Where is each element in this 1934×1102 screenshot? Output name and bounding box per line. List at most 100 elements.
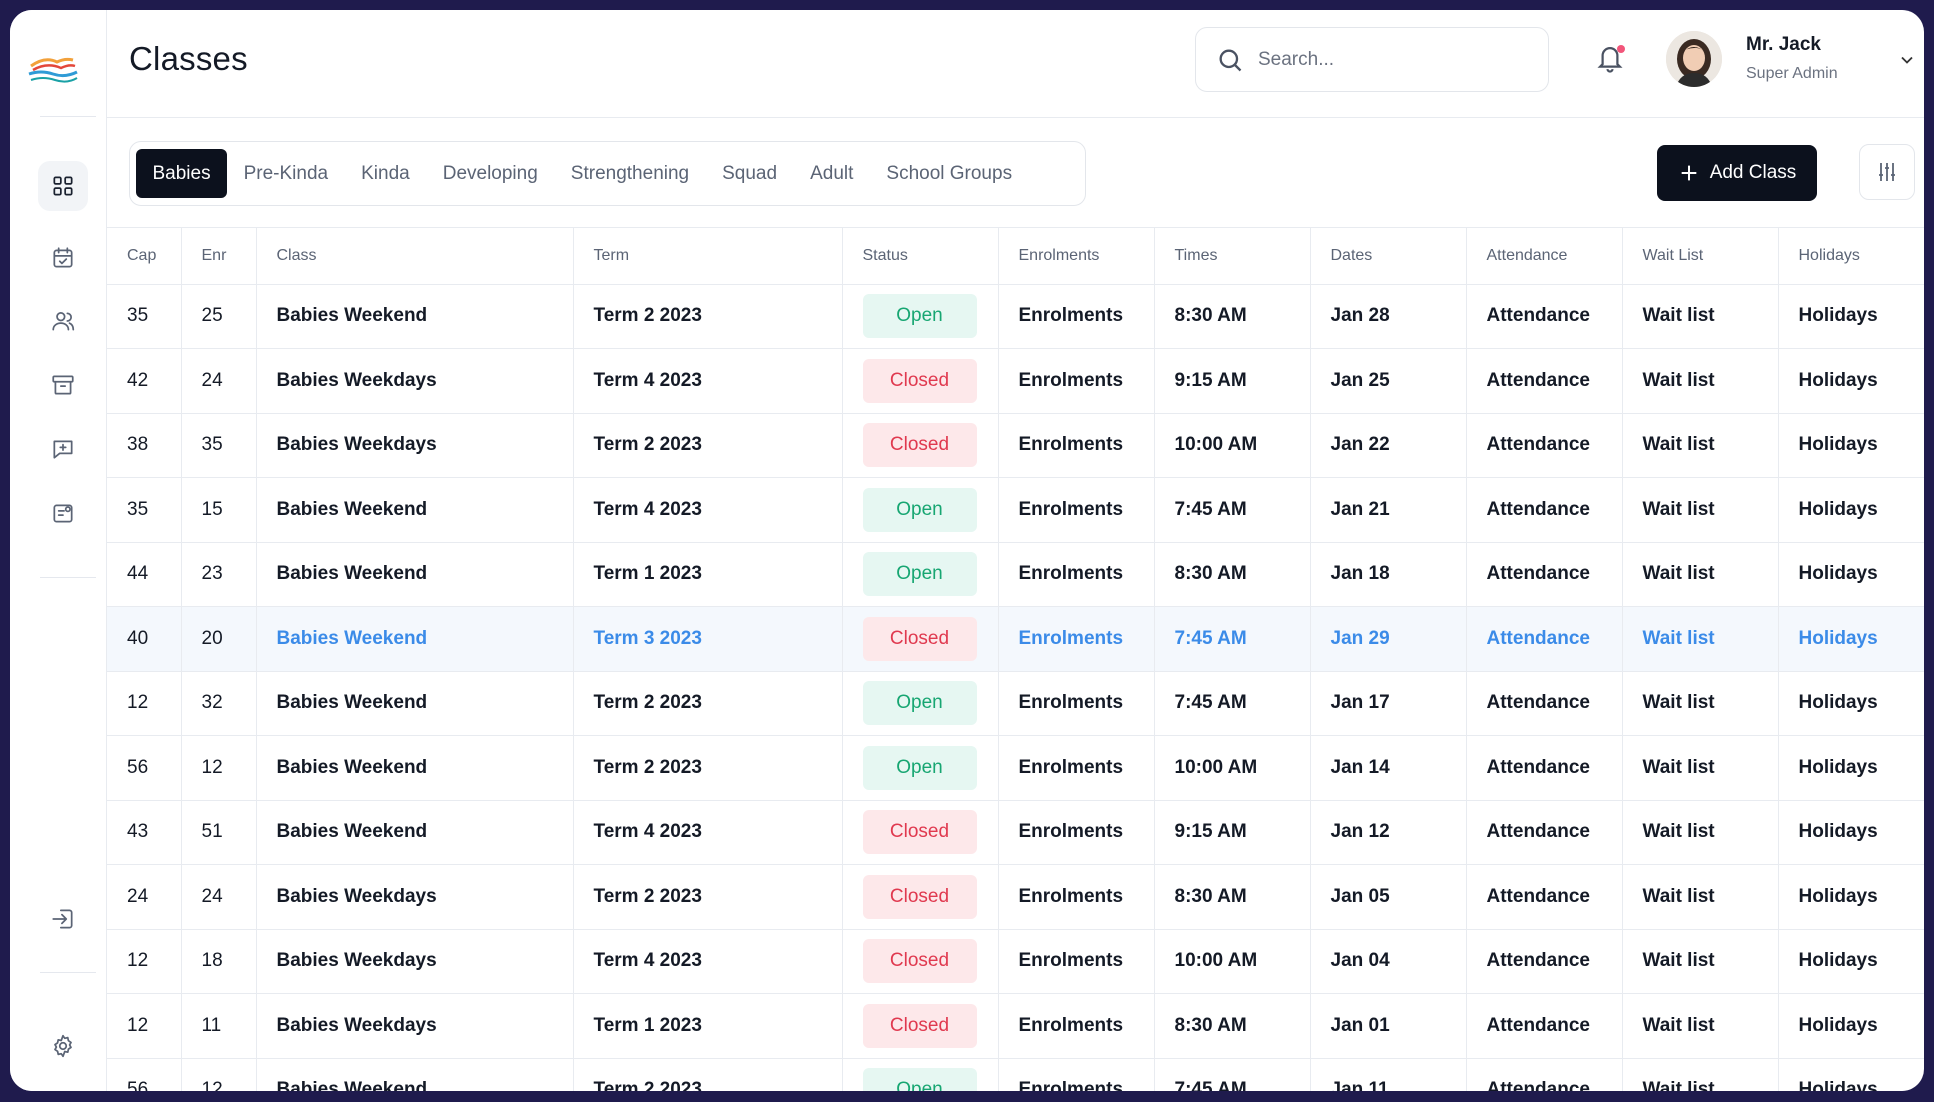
table-row[interactable]: 42 24 Babies Weekdays Term 4 2023 Closed Enro… (107, 348, 1924, 414)
add-class-button[interactable]: Add Class (1657, 145, 1817, 201)
holidays-link[interactable]: Holidays (1778, 800, 1924, 865)
column-header-attendance[interactable]: Attendance (1466, 228, 1623, 285)
attendance-link[interactable]: Attendance (1466, 735, 1623, 801)
wait-list-link[interactable]: Wait list (1622, 993, 1779, 1059)
wait-list-link[interactable]: Wait list (1622, 477, 1779, 543)
class-name-cell[interactable]: Babies Weekend (256, 671, 574, 736)
class-name-cell[interactable]: Babies Weekdays (256, 348, 574, 414)
wait-list-link[interactable]: Wait list (1622, 348, 1779, 414)
column-header-enr[interactable]: Enr (181, 228, 257, 285)
class-name-cell[interactable]: Babies Weekend (256, 284, 574, 349)
column-header-cap[interactable]: Cap (107, 228, 182, 285)
holidays-link[interactable]: Holidays (1778, 606, 1924, 672)
table-row[interactable]: 56 12 Babies Weekend Term 2 2023 Open Enrolme… (107, 1058, 1924, 1091)
table-row[interactable]: 12 18 Babies Weekdays Term 4 2023 Closed Enro… (107, 929, 1924, 994)
wait-list-link[interactable]: Wait list (1622, 1058, 1779, 1091)
enrolments-link[interactable]: Enrolments (998, 1058, 1155, 1091)
sidebar-item-archive[interactable] (38, 360, 88, 410)
sidebar-item-calendar[interactable] (38, 233, 88, 283)
holidays-link[interactable]: Holidays (1778, 671, 1924, 736)
avatar[interactable] (1666, 31, 1722, 87)
holidays-link[interactable]: Holidays (1778, 413, 1924, 478)
sidebar-item-settings[interactable] (38, 1021, 88, 1071)
column-header-wait-list[interactable]: Wait List (1622, 228, 1779, 285)
enrolments-link[interactable]: Enrolments (998, 348, 1155, 414)
attendance-link[interactable]: Attendance (1466, 864, 1623, 930)
table-row[interactable]: 43 51 Babies Weekend Term 4 2023 Closed Enrol… (107, 800, 1924, 865)
enrolments-link[interactable]: Enrolments (998, 735, 1155, 801)
attendance-link[interactable]: Attendance (1466, 413, 1623, 478)
enrolments-link[interactable]: Enrolments (998, 413, 1155, 478)
attendance-link[interactable]: Attendance (1466, 284, 1623, 349)
logo[interactable] (27, 52, 79, 88)
notifications-button[interactable] (1595, 42, 1629, 76)
wait-list-link[interactable]: Wait list (1622, 929, 1779, 994)
table-row[interactable]: 40 20 Babies Weekend Term 3 2023 Closed Enrol… (107, 606, 1924, 672)
holidays-link[interactable]: Holidays (1778, 929, 1924, 994)
table-row[interactable]: 38 35 Babies Weekdays Term 2 2023 Closed Enro… (107, 413, 1924, 478)
table-row[interactable]: 44 23 Babies Weekend Term 1 2023 Open Enrolme… (107, 542, 1924, 607)
column-header-holidays[interactable]: Holidays (1778, 228, 1924, 285)
tab-developing[interactable]: Developing (442, 162, 538, 184)
filter-button[interactable] (1859, 144, 1915, 200)
table-row[interactable]: 56 12 Babies Weekend Term 2 2023 Open Enrolme… (107, 735, 1924, 801)
search-box[interactable] (1195, 27, 1549, 92)
class-name-cell[interactable]: Babies Weekend (256, 735, 574, 801)
attendance-link[interactable]: Attendance (1466, 993, 1623, 1059)
tab-strengthening[interactable]: Strengthening (570, 162, 690, 184)
class-name-cell[interactable]: Babies Weekdays (256, 864, 574, 930)
class-name-cell[interactable]: Babies Weekend (256, 477, 574, 543)
attendance-link[interactable]: Attendance (1466, 929, 1623, 994)
wait-list-link[interactable]: Wait list (1622, 606, 1779, 672)
tab-babies[interactable]: Babies (136, 149, 228, 198)
tab-school-groups[interactable]: School Groups (886, 162, 1013, 184)
class-name-cell[interactable]: Babies Weekend (256, 800, 574, 865)
wait-list-link[interactable]: Wait list (1622, 671, 1779, 736)
table-row[interactable]: 12 11 Babies Weekdays Term 1 2023 Closed Enro… (107, 993, 1924, 1059)
sidebar-item-logout[interactable] (38, 894, 88, 944)
sidebar-item-users[interactable] (38, 296, 88, 346)
holidays-link[interactable]: Holidays (1778, 477, 1924, 543)
class-name-cell[interactable]: Babies Weekdays (256, 413, 574, 478)
table-row[interactable]: 12 32 Babies Weekend Term 2 2023 Open Enrolme… (107, 671, 1924, 736)
enrolments-link[interactable]: Enrolments (998, 929, 1155, 994)
enrolments-link[interactable]: Enrolments (998, 671, 1155, 736)
holidays-link[interactable]: Holidays (1778, 1058, 1924, 1091)
wait-list-link[interactable]: Wait list (1622, 735, 1779, 801)
enrolments-link[interactable]: Enrolments (998, 800, 1155, 865)
table-row[interactable]: 35 25 Babies Weekend Term 2 2023 Open Enrolme… (107, 284, 1924, 349)
sidebar-item-dashboard[interactable] (38, 161, 88, 211)
class-name-cell[interactable]: Babies Weekend (256, 606, 574, 672)
table-row[interactable]: 24 24 Babies Weekdays Term 2 2023 Closed Enro… (107, 864, 1924, 930)
attendance-link[interactable]: Attendance (1466, 477, 1623, 543)
wait-list-link[interactable]: Wait list (1622, 413, 1779, 478)
class-name-cell[interactable]: Babies Weekend (256, 542, 574, 607)
tab-kinda[interactable]: Kinda (361, 162, 410, 184)
wait-list-link[interactable]: Wait list (1622, 542, 1779, 607)
wait-list-link[interactable]: Wait list (1622, 284, 1779, 349)
column-header-term[interactable]: Term (573, 228, 843, 285)
attendance-link[interactable]: Attendance (1466, 348, 1623, 414)
class-name-cell[interactable]: Babies Weekdays (256, 993, 574, 1059)
enrolments-link[interactable]: Enrolments (998, 542, 1155, 607)
tab-squad[interactable]: Squad (722, 162, 778, 184)
holidays-link[interactable]: Holidays (1778, 735, 1924, 801)
wait-list-link[interactable]: Wait list (1622, 864, 1779, 930)
attendance-link[interactable]: Attendance (1466, 671, 1623, 736)
wait-list-link[interactable]: Wait list (1622, 800, 1779, 865)
holidays-link[interactable]: Holidays (1778, 348, 1924, 414)
attendance-link[interactable]: Attendance (1466, 606, 1623, 672)
tab-pre-kinda[interactable]: Pre-Kinda (243, 162, 329, 184)
tab-adult[interactable]: Adult (810, 162, 854, 184)
sidebar-item-reports[interactable] (38, 488, 88, 538)
class-name-cell[interactable]: Babies Weekdays (256, 929, 574, 994)
search-input[interactable] (1258, 48, 1508, 71)
enrolments-link[interactable]: Enrolments (998, 606, 1155, 672)
attendance-link[interactable]: Attendance (1466, 800, 1623, 865)
attendance-link[interactable]: Attendance (1466, 542, 1623, 607)
enrolments-link[interactable]: Enrolments (998, 284, 1155, 349)
holidays-link[interactable]: Holidays (1778, 542, 1924, 607)
column-header-times[interactable]: Times (1154, 228, 1311, 285)
column-header-status[interactable]: Status (842, 228, 999, 285)
class-name-cell[interactable]: Babies Weekend (256, 1058, 574, 1091)
